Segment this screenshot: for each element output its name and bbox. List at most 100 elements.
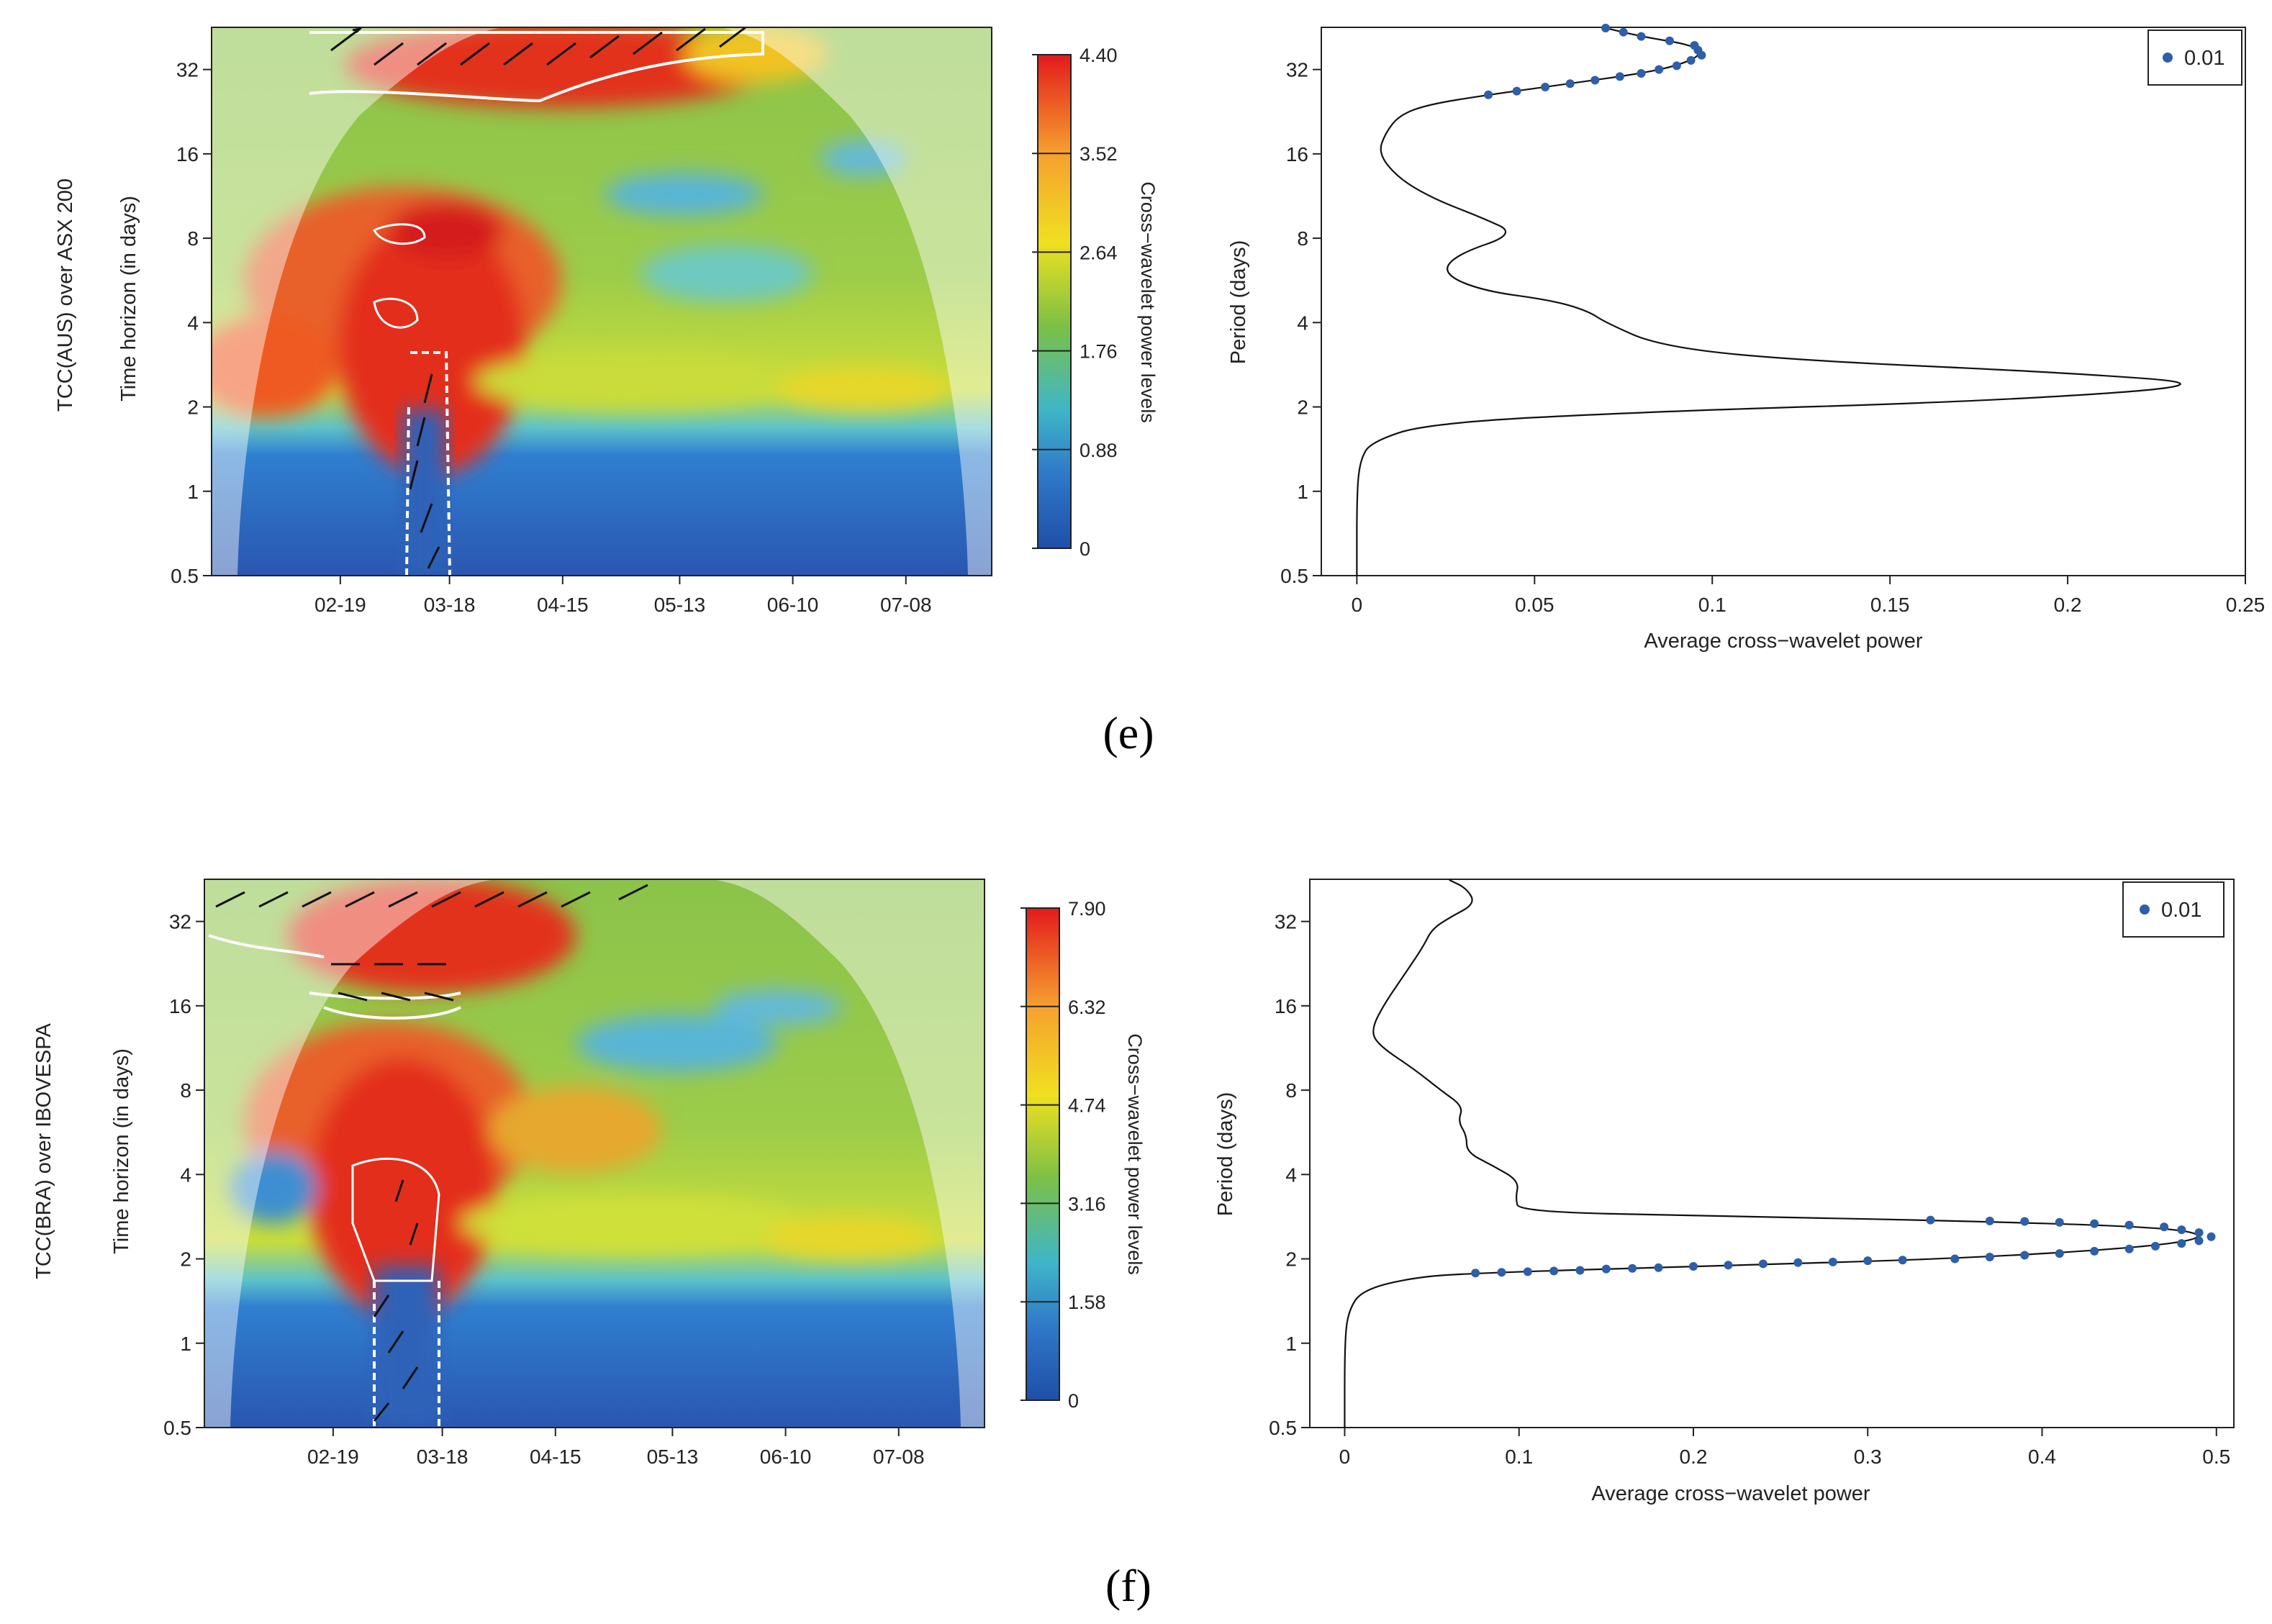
heatmap-e-frame <box>211 27 992 576</box>
profile-f-y-tick-label: 32 <box>1275 911 1297 933</box>
profile-f-x-tick-label: 0.4 <box>2028 1446 2056 1468</box>
heatmap-e-x-ticks: 02-19 03-18 04-15 05-13 06-10 07-08 <box>314 576 932 616</box>
profile-f-frame <box>1309 879 2235 1428</box>
colorbar-e-level: 0.88 <box>1080 440 1118 461</box>
heatmap-e-y-tick-label: 32 <box>176 59 199 81</box>
colorbar-e-level: 2.64 <box>1080 242 1118 263</box>
profile-e-significant-point <box>1637 32 1646 41</box>
profile-e-y-tick-label: 0.5 <box>1280 565 1308 587</box>
profile-f-significant-point <box>2194 1228 2204 1238</box>
profile-e-x-tick-label: 0.25 <box>2226 594 2266 616</box>
heatmap-f: 32 16 8 4 2 1 0.5 02-19 03-18 04-15 05-13 06-10 07-… <box>32 879 985 1468</box>
colorbar-f-level: 6.32 <box>1068 997 1106 1018</box>
heatmap-e-x-tick-label: 03-18 <box>424 594 476 616</box>
colorbar-e-title: Cross−wavelet power levels <box>1137 181 1159 422</box>
panel-letter-f: (f) <box>1105 1560 1151 1611</box>
profile-f-y-tick-label: 0.5 <box>1269 1417 1297 1439</box>
profile-f-significant-point <box>2177 1225 2186 1235</box>
colorbar-e-level: 4.40 <box>1080 45 1118 66</box>
profile-e-significant-point <box>1541 83 1550 92</box>
profile-e-significant-point <box>1672 61 1681 71</box>
profile-e-ylabel: Period (days) <box>1227 240 1250 364</box>
profile-f-legend: 0.01 <box>2122 881 2225 938</box>
profile-f-significant-point <box>1926 1215 1935 1225</box>
profile-e-y-tick-label: 4 <box>1297 312 1308 334</box>
profile-f-significant-point <box>1985 1216 1994 1225</box>
profile-f-significant-point <box>1471 1269 1480 1278</box>
profile-e-significant-point <box>1484 90 1493 99</box>
colorbar-f-level: 1.58 <box>1068 1292 1106 1313</box>
profile-e-significant-point <box>1637 68 1646 78</box>
profile-f-x-tick-label: 0.1 <box>1505 1446 1533 1468</box>
heatmap-f-frame <box>204 879 985 1428</box>
profile-f-legend-marker <box>2140 904 2150 915</box>
heatmap-f-x-tick-label: 05-13 <box>647 1446 699 1468</box>
heatmap-e-x-tick-label: 04-15 <box>537 594 589 616</box>
profile-f-significant-point <box>2207 1232 2216 1241</box>
profile-f-significant-point <box>1828 1257 1837 1266</box>
colorbar-f-title: Cross−wavelet power levels <box>1124 1033 1146 1274</box>
profile-f-y-tick-label: 8 <box>1285 1079 1297 1102</box>
profile-f-significant-point <box>1758 1259 1768 1269</box>
profile-e-significant-point <box>1690 41 1699 50</box>
profile-e-y-tick-label: 16 <box>1286 143 1308 165</box>
profile-f-significant-point <box>1724 1261 1733 1270</box>
profile-e-line <box>1356 27 2181 576</box>
heatmap-f-y-tick-label: 2 <box>180 1248 191 1271</box>
heatmap-f-x-tick-label: 02-19 <box>307 1446 359 1468</box>
profile-e-x-ticks: 0 0.05 0.1 0.15 0.2 0.25 <box>1352 576 2266 616</box>
profile-f-x-tick-label: 0.5 <box>2202 1446 2230 1468</box>
profile-f-significant-point <box>1793 1258 1803 1267</box>
profile-e-significant-point <box>1619 27 1628 37</box>
profile-f-significant-point <box>2124 1244 2134 1253</box>
profile-e-y-tick-label: 8 <box>1297 227 1308 250</box>
profile-e-x-tick-label: 0.2 <box>2054 594 2082 616</box>
profile-f-significant-point <box>1628 1264 1637 1273</box>
profile-f-y-tick-label: 4 <box>1285 1163 1297 1186</box>
profile-f: 32 16 8 4 2 1 0.5 0 0.1 0.2 0.3 0.4 0.5 0.01 Period… <box>1214 879 2235 1505</box>
profile-f-significant-point <box>2124 1220 2134 1230</box>
profile-f-y-tick-label: 1 <box>1285 1333 1297 1355</box>
profile-f-significant-point <box>1688 1262 1698 1271</box>
heatmap-e-x-tick-label: 05-13 <box>654 594 706 616</box>
heatmap-f-y-ticks: 32 16 8 4 2 1 0.5 <box>163 911 204 1439</box>
profile-f-significant-point <box>2055 1249 2064 1258</box>
profile-e-x-tick-label: 0 <box>1352 594 1363 616</box>
profile-e-legend: 0.01 <box>2147 30 2242 86</box>
colorbar-f-gradient <box>1026 907 1060 1401</box>
profile-e-y-tick-label: 32 <box>1286 59 1308 81</box>
heatmap-e-ylabel-series: TCC(AUS) over ASX 200 <box>54 178 77 412</box>
heatmap-e-ylabel-axis: Time horizon (in days) <box>117 196 140 402</box>
profile-f-significant-point <box>1523 1267 1532 1276</box>
panel-letter-e: (e) <box>1103 707 1154 758</box>
heatmap-e-y-tick-label: 1 <box>187 481 199 503</box>
profile-f-x-tick-label: 0.2 <box>1680 1446 1708 1468</box>
heatmap-f-x-tick-label: 03-18 <box>417 1446 469 1468</box>
profile-f-x-tick-label: 0 <box>1339 1446 1351 1468</box>
profile-e-significant-point <box>1512 86 1521 96</box>
heatmap-f-ylabel-axis: Time horizon (in days) <box>110 1048 133 1254</box>
heatmap-e-x-tick-label: 06-10 <box>767 594 819 616</box>
profile-f-significant-point <box>2160 1222 2169 1232</box>
heatmap-f-y-tick-label: 4 <box>180 1163 191 1186</box>
profile-f-y-tick-label: 16 <box>1275 995 1297 1017</box>
profile-e-significant-point <box>1665 36 1674 45</box>
heatmap-f-x-tick-label: 07-08 <box>873 1446 925 1468</box>
heatmap-f-x-ticks: 02-19 03-18 04-15 05-13 06-10 07-08 <box>307 1428 925 1468</box>
profile-e-significant-points <box>1484 23 1706 99</box>
heatmap-f-y-tick-label: 32 <box>169 911 191 933</box>
heatmap-f-y-tick-label: 8 <box>180 1079 191 1102</box>
heatmap-e-y-tick-label: 8 <box>187 227 199 250</box>
profile-f-significant-point <box>2020 1251 2029 1260</box>
heatmap-e-y-tick-label: 0.5 <box>171 565 199 587</box>
profile-f-significant-point <box>2150 1241 2160 1251</box>
profile-e-legend-label: 0.01 <box>2184 47 2225 70</box>
colorbar-e-gradient <box>1037 54 1072 549</box>
heatmap-e-y-tick-label: 4 <box>187 312 199 334</box>
profile-e-significant-point <box>1590 76 1600 85</box>
colorbar-e-level: 3.52 <box>1080 143 1118 165</box>
profile-e-y-tick-label: 1 <box>1297 481 1308 503</box>
colorbar-e-labels: 4.40 3.52 2.64 1.76 0.88 0 <box>1032 45 1118 560</box>
profile-f-xlabel: Average cross−wavelet power <box>1591 1482 1870 1505</box>
